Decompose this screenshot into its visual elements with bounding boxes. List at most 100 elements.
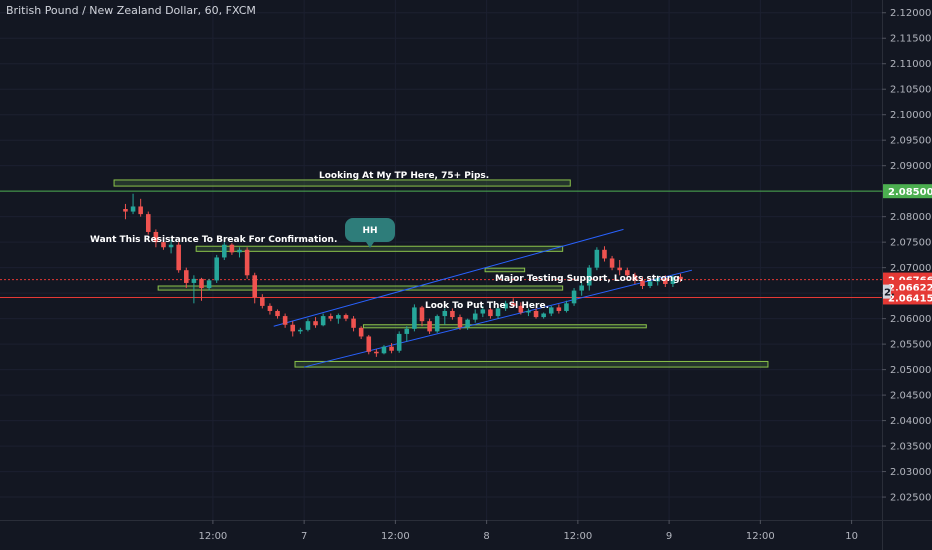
price-badge[interactable] xyxy=(883,279,932,294)
countdown-prefix-bg xyxy=(883,284,891,299)
price-badge-label: 2.06415 xyxy=(888,293,932,304)
candle-body xyxy=(244,249,250,276)
resistance-annotation[interactable]: Want This Resistance To Break For Confir… xyxy=(90,235,337,245)
price-tick-label: 2.10000 xyxy=(890,110,931,121)
candle-body xyxy=(670,276,676,284)
candle-body xyxy=(541,313,546,318)
candle-body xyxy=(579,285,584,291)
candle-body xyxy=(510,303,516,306)
candle-body xyxy=(632,275,638,281)
candle-body xyxy=(457,317,463,328)
candle-body xyxy=(191,278,197,283)
price-tick-label: 2.04500 xyxy=(890,391,931,402)
countdown-prefix: 2. xyxy=(884,288,895,299)
candle-body xyxy=(533,310,539,318)
candle-body xyxy=(488,309,493,317)
sl-annotation[interactable]: Look To Put The Sl Here. xyxy=(425,301,549,311)
candle-body xyxy=(176,244,181,271)
price-tick-label: 2.11500 xyxy=(890,34,931,45)
candle-body xyxy=(199,278,204,289)
time-tick-label: 12:00 xyxy=(381,531,410,542)
price-tick-label: 2.09500 xyxy=(890,136,931,147)
candles-layer xyxy=(123,193,683,357)
channel-upper-line[interactable] xyxy=(273,228,624,327)
candle-body xyxy=(206,280,212,289)
candle-body xyxy=(298,329,303,332)
candle-body xyxy=(602,249,607,259)
candle-body xyxy=(472,313,478,320)
candle-body xyxy=(404,328,410,334)
candle-body xyxy=(564,303,569,311)
candle-body xyxy=(419,307,425,322)
candle-body xyxy=(222,244,227,258)
lines-layer xyxy=(0,190,882,368)
candle-body xyxy=(313,321,318,326)
price-tick-label: 2.11000 xyxy=(890,59,931,70)
candle-body xyxy=(503,303,508,309)
zone-rectangle[interactable] xyxy=(195,245,564,252)
candle-body xyxy=(647,281,653,286)
candle-body xyxy=(655,278,660,282)
candle-body xyxy=(526,310,531,313)
candle-body xyxy=(237,249,242,253)
candle-body xyxy=(343,315,349,319)
time-tick-label: 9 xyxy=(666,531,672,542)
candle-body xyxy=(320,316,326,326)
candle-body xyxy=(640,280,645,286)
tp-annotation[interactable]: Looking At My TP Here, 75+ Pips. xyxy=(319,171,489,181)
zone-rectangle[interactable] xyxy=(294,360,769,368)
zone-rectangle[interactable] xyxy=(113,179,571,187)
candle-body xyxy=(145,214,151,232)
candle-body xyxy=(450,310,455,318)
candle-body xyxy=(412,307,417,329)
price-badge[interactable] xyxy=(883,184,932,199)
candle-body xyxy=(427,321,432,332)
price-tick-label: 2.09000 xyxy=(890,161,931,172)
price-tick-label: 2.06000 xyxy=(890,314,931,325)
candle-body xyxy=(556,307,562,311)
price-tick-label: 2.04000 xyxy=(890,416,931,427)
price-tick-label: 2.05500 xyxy=(890,340,931,351)
price-tick-label: 2.07500 xyxy=(890,238,931,249)
price-badge[interactable] xyxy=(883,290,932,305)
candle-body xyxy=(328,316,334,319)
candle-body xyxy=(366,336,372,352)
hh-label: HH xyxy=(362,226,377,236)
candle-body xyxy=(518,305,524,313)
grid-layer xyxy=(0,0,882,520)
candle-body xyxy=(381,346,387,354)
candle-body xyxy=(434,316,440,332)
time-tick-label: 7 xyxy=(301,531,307,542)
zone-rectangle[interactable] xyxy=(157,285,564,291)
zone-rectangle[interactable] xyxy=(484,267,526,273)
candle-body xyxy=(663,278,668,284)
zone-rectangle[interactable] xyxy=(362,324,647,329)
candle-body xyxy=(480,309,486,314)
time-tick-label: 12:00 xyxy=(746,531,775,542)
time-tick-label: 8 xyxy=(483,531,489,542)
candle-body xyxy=(389,346,394,351)
price-tick-label: 2.07000 xyxy=(890,263,931,274)
candle-body xyxy=(290,324,296,332)
candle-body xyxy=(282,316,288,325)
support-annotation[interactable]: Major Testing Support, Looks strong. xyxy=(495,274,683,284)
symbol-title[interactable]: British Pound / New Zealand Dollar, 60, … xyxy=(6,4,256,17)
hh-bubble[interactable] xyxy=(345,218,395,248)
time-tick-label: 12:00 xyxy=(563,531,592,542)
candle-body xyxy=(153,231,159,243)
candle-body xyxy=(594,249,600,268)
candle-body xyxy=(161,242,166,248)
price-tick-label: 2.10500 xyxy=(890,85,931,96)
zones-layer xyxy=(113,179,769,368)
candle-body xyxy=(305,321,311,330)
candle-body xyxy=(184,270,189,283)
candle-body xyxy=(130,206,136,212)
price-tick-label: 2.02500 xyxy=(890,493,931,504)
candle-body xyxy=(260,297,265,306)
candle-body xyxy=(609,258,615,268)
candle-body xyxy=(168,244,174,248)
price-tick-label: 2.03500 xyxy=(890,442,931,453)
candle-body xyxy=(571,290,577,304)
